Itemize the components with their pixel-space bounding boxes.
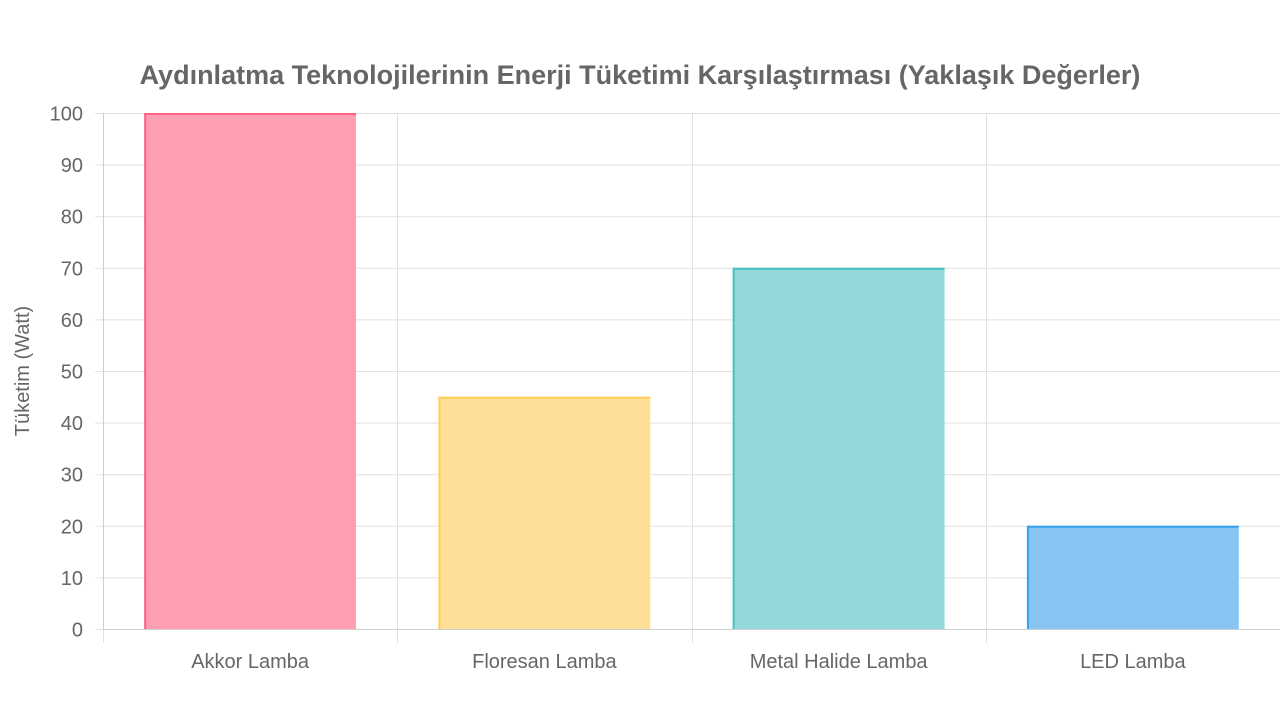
y-tick-label: 80 [61, 207, 83, 229]
y-tick-label: 0 [72, 620, 83, 642]
y-tick-label: 10 [61, 568, 83, 590]
y-tick-label: 90 [61, 155, 83, 177]
y-tick-label: 60 [61, 310, 83, 332]
bar[interactable] [1026, 525, 1239, 629]
y-tick-label: 100 [50, 104, 83, 126]
chart-title: Aydınlatma Teknolojilerinin Enerji Tüket… [140, 60, 1141, 90]
y-axis-ticks: 0 10 20 30 40 50 60 70 80 90 100 [50, 104, 83, 642]
bar[interactable] [732, 267, 945, 629]
x-tick-label: LED Lamba [1080, 651, 1186, 673]
x-axis-ticks: Akkor Lamba Floresan Lamba Metal Halide La… [191, 651, 1186, 673]
y-tick-label: 70 [61, 258, 83, 280]
y-tick-label: 40 [61, 413, 83, 435]
y-axis-title: Tüketim (Watt) [12, 306, 34, 436]
y-tick-label: 30 [61, 465, 83, 487]
bar[interactable] [144, 113, 357, 629]
y-tick-label: 20 [61, 516, 83, 538]
bar[interactable] [438, 396, 651, 629]
x-tick-label: Floresan Lamba [472, 651, 617, 673]
x-tick-label: Metal Halide Lamba [750, 651, 929, 673]
x-tick-label: Akkor Lamba [191, 651, 310, 673]
bars [144, 113, 1239, 629]
y-tick-label: 50 [61, 362, 83, 384]
